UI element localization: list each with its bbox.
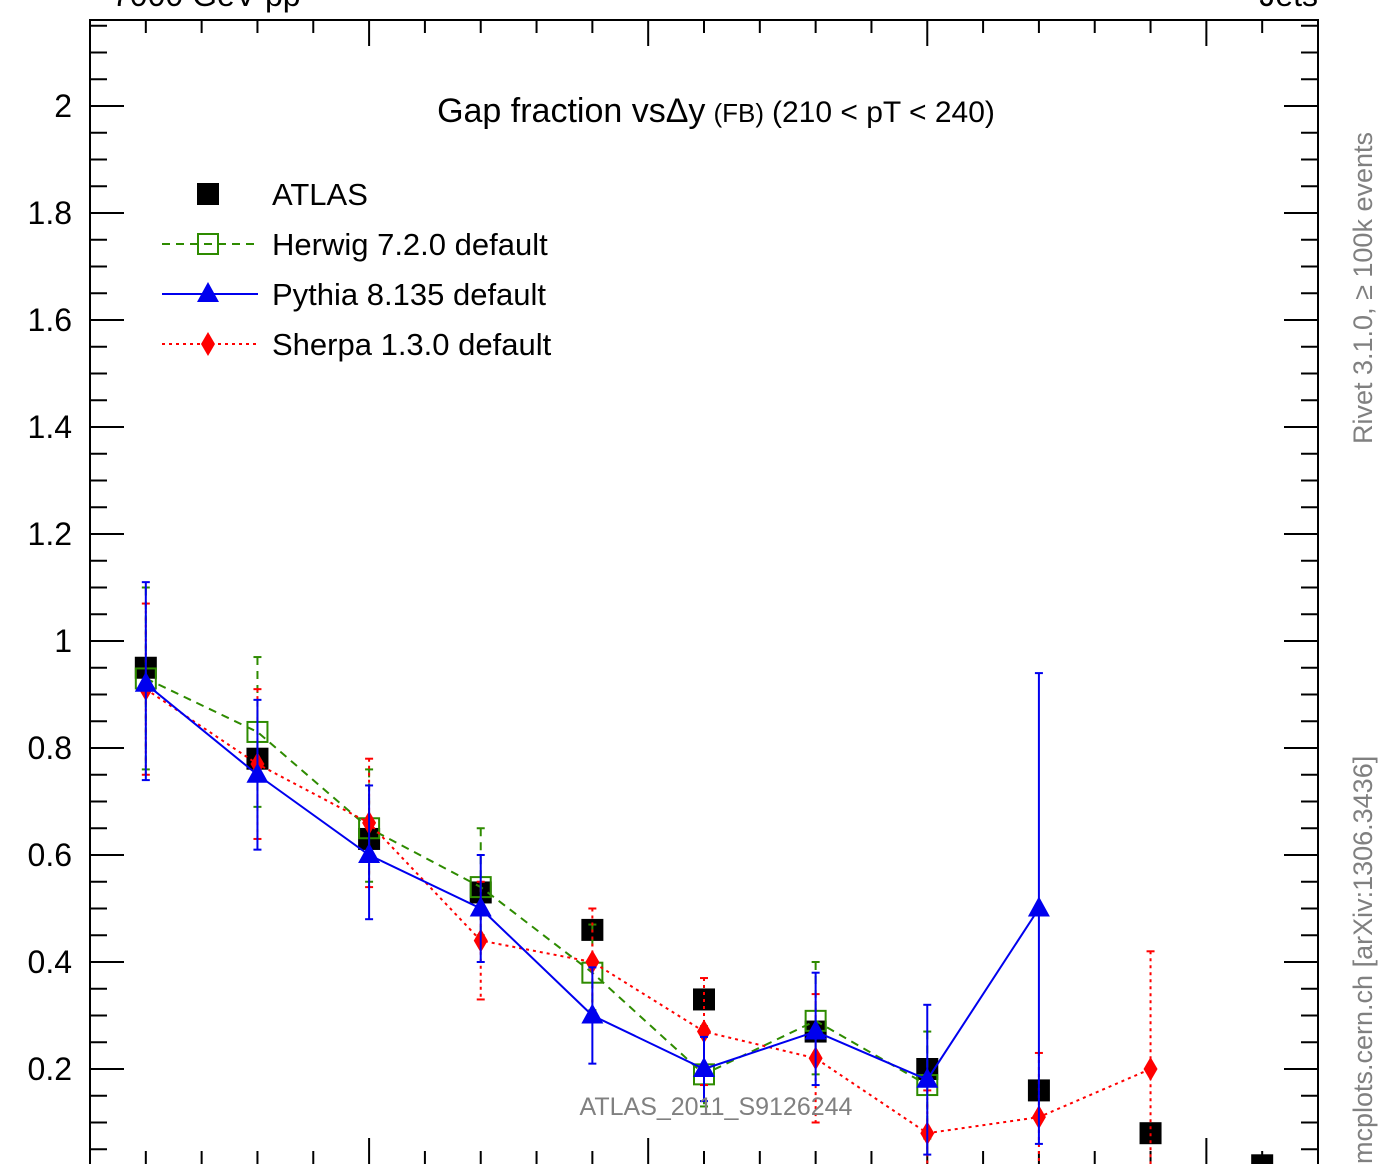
data-point-atlas	[1139, 1122, 1162, 1145]
legend-marker-atlas	[197, 183, 219, 205]
title-range: (210 < pT < 240)	[772, 96, 995, 129]
y-tick-labels: 0 0.2 0.4 0.6 0.8 1 1.2 1.4 1.6 1.8 2	[28, 88, 72, 1164]
data-point-pythia	[581, 1003, 604, 1024]
legend-item-pythia: Pythia 8.135 default	[162, 277, 546, 312]
legend-label-sherpa: Sherpa 1.3.0 default	[272, 327, 552, 362]
legend: ATLAS Herwig 7.2.0 default Pythia 8.135 de…	[162, 177, 552, 362]
legend-marker-sherpa	[201, 332, 215, 356]
mcplots-label: mcplots.cern.ch [arXiv:1306.3436]	[1348, 756, 1378, 1164]
legend-marker-herwig	[197, 233, 219, 255]
y-tick-label: 1.8	[28, 195, 72, 231]
y-tick-label: 2	[54, 88, 72, 124]
data-point-pythia	[469, 896, 492, 917]
header-category-label: Jets	[1259, 0, 1318, 13]
series-layer	[134, 581, 1274, 1164]
header-process-label: 7000 GeV pp	[112, 0, 301, 13]
watermark: ATLAS_2011_S9126244	[580, 1093, 853, 1121]
data-point-sherpa	[1143, 1057, 1158, 1081]
series-pythia	[134, 581, 1050, 1156]
title-main: Gap fraction vs	[437, 92, 666, 130]
y-tick-label: 0.6	[28, 837, 72, 873]
legend-marker-pythia	[197, 282, 219, 302]
legend-item-atlas: ATLAS	[197, 177, 368, 212]
y-tick-label: 0.8	[28, 730, 72, 766]
plot-frame	[89, 19, 1319, 1164]
legend-item-herwig: Herwig 7.2.0 default	[162, 227, 548, 262]
y-tick-label: 1.4	[28, 409, 72, 445]
rivet-label: Rivet 3.1.0, ≥ 100k events	[1348, 132, 1378, 444]
y-tick-label: 1.2	[28, 516, 72, 552]
legend-label-pythia: Pythia 8.135 default	[272, 277, 546, 312]
data-point-pythia	[804, 1019, 827, 1040]
data-point-pythia	[134, 671, 157, 692]
y-tick-label: 0	[54, 1158, 72, 1164]
chart-title: Gap fraction vsΔy (FB) (210 < pT < 240)	[437, 92, 995, 130]
data-point-pythia	[358, 843, 381, 863]
data-point-pythia	[693, 1057, 715, 1077]
data-point-pythia	[1027, 896, 1050, 917]
y-tick-label: 0.4	[28, 944, 72, 980]
data-point-pythia	[246, 762, 269, 783]
y-tick-label: 1.6	[28, 302, 72, 338]
series-sherpa	[138, 602, 1158, 1164]
title-fb: (FB)	[713, 98, 764, 128]
series-line-herwig	[145, 677, 928, 1086]
title-delta-y: Δy	[666, 92, 706, 130]
data-point-atlas	[1251, 1154, 1274, 1164]
legend-label-herwig: Herwig 7.2.0 default	[272, 227, 548, 262]
y-tick-label: 1	[54, 623, 72, 659]
data-point-pythia	[916, 1067, 939, 1088]
series-line-sherpa	[145, 688, 1151, 1135]
legend-item-sherpa: Sherpa 1.3.0 default	[162, 327, 552, 362]
y-tick-label: 0.2	[28, 1051, 72, 1087]
legend-label-atlas: ATLAS	[272, 177, 368, 212]
